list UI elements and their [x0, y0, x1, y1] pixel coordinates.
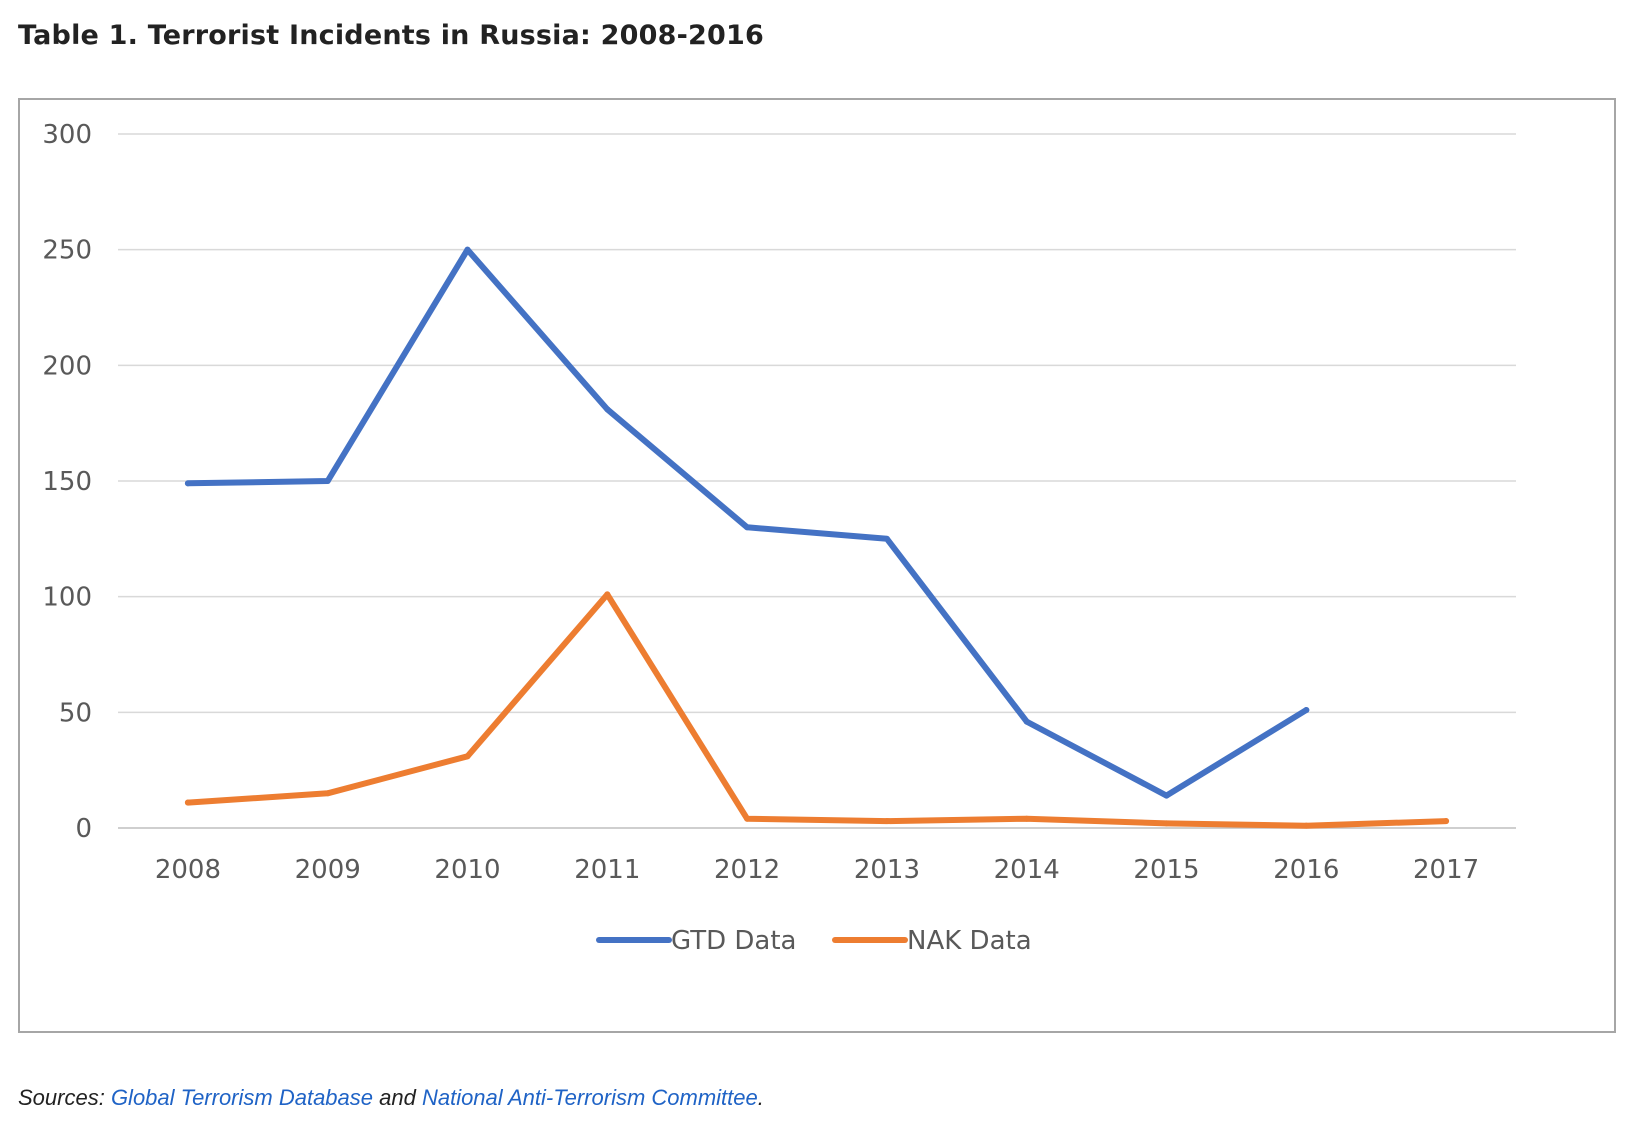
data-point: [1163, 820, 1170, 827]
x-tick-label: 2017: [1413, 855, 1479, 885]
series-line-nak-data: [184, 591, 1450, 829]
y-tick-label: 300: [42, 120, 92, 150]
chart-frame: 0 50 100 150 200 250 300 2008 2009 2010 2011 2012 2…: [18, 98, 1616, 1033]
sources-middle: and: [373, 1085, 422, 1110]
x-tick-label: 2012: [714, 855, 780, 885]
y-tick-label: 50: [59, 698, 92, 728]
sources-note: Sources: Global Terrorism Database and N…: [18, 1085, 764, 1111]
data-point: [184, 799, 191, 806]
data-point: [1163, 792, 1170, 799]
x-axis-tick-labels: 2008 2009 2010 2011 2012 2013 2014 2015 2016 2017: [155, 855, 1479, 885]
data-point: [883, 535, 890, 542]
y-tick-label: 0: [75, 814, 92, 844]
sources-prefix: Sources:: [18, 1085, 111, 1110]
x-tick-label: 2010: [434, 855, 500, 885]
data-point: [324, 478, 331, 484]
data-point: [1023, 718, 1030, 725]
legend-label: NAK Data: [907, 926, 1032, 956]
gtd-source-link[interactable]: Global Terrorism Database: [110, 1085, 374, 1110]
x-tick-label: 2009: [295, 855, 361, 885]
x-tick-label: 2011: [574, 855, 640, 885]
data-point: [1303, 707, 1310, 714]
x-tick-label: 2015: [1133, 855, 1199, 885]
data-point: [184, 480, 191, 487]
data-point: [1023, 815, 1030, 822]
legend-label: GTD Data: [671, 926, 796, 956]
y-tick-label: 250: [42, 236, 92, 266]
y-tick-label: 100: [42, 583, 92, 613]
data-point: [1303, 822, 1310, 829]
data-point: [744, 524, 751, 531]
data-point: [464, 753, 471, 760]
y-axis-tick-labels: 0 50 100 150 200 250 300: [42, 120, 92, 844]
x-tick-label: 2014: [994, 855, 1060, 885]
data-point: [324, 790, 331, 797]
legend: GTD Data NAK Data: [596, 926, 1032, 956]
series-lines: [184, 246, 1450, 829]
data-point: [604, 591, 611, 598]
x-tick-label: 2013: [854, 855, 920, 885]
series-line-gtd-data: [184, 246, 1310, 799]
data-point: [883, 818, 890, 825]
x-tick-label: 2016: [1273, 855, 1339, 885]
page-title: Table 1. Terrorist Incidents in Russia: …: [18, 20, 764, 51]
nak-source-link[interactable]: National Anti-Terrorism Committee: [421, 1085, 758, 1110]
data-point: [744, 815, 751, 822]
gridlines: [118, 133, 1516, 829]
data-point: [604, 406, 611, 413]
y-tick-label: 150: [42, 467, 92, 497]
data-point: [464, 246, 471, 253]
y-tick-label: 200: [42, 351, 92, 381]
sources-suffix: .: [757, 1085, 764, 1110]
data-point: [1443, 818, 1450, 825]
x-tick-label: 2008: [155, 855, 221, 885]
